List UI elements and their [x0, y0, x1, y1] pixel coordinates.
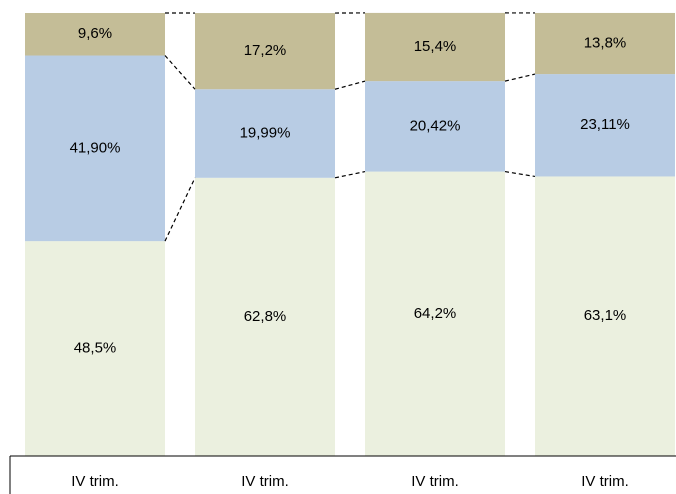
- bar-segment: [535, 12, 675, 75]
- x-tick-label: IV trim.: [411, 473, 459, 490]
- bar-segment: [25, 55, 165, 242]
- bar-segment: [25, 13, 165, 56]
- bar-segment: [195, 89, 335, 178]
- data-label: 63,1%: [584, 307, 627, 324]
- x-tick-label: IV trim.: [71, 473, 119, 490]
- connector-line: [504, 171, 536, 178]
- connector-line: [164, 55, 196, 90]
- connector-line: [504, 73, 536, 82]
- bar-segment: [25, 241, 165, 456]
- connector-line: [334, 80, 366, 90]
- bar-segment: [365, 12, 505, 82]
- data-label: 64,2%: [414, 305, 457, 322]
- data-label: 19,99%: [240, 124, 291, 141]
- data-label: 13,8%: [584, 34, 627, 51]
- data-label: 23,11%: [580, 116, 630, 133]
- bar-segment: [535, 176, 675, 457]
- x-tick-label: IV trim.: [241, 473, 289, 490]
- bar-segment: [535, 74, 675, 177]
- data-label: 20,42%: [410, 117, 461, 134]
- bar-segment: [365, 81, 505, 172]
- bar-segment: [365, 171, 505, 456]
- bar-segment: [195, 13, 335, 90]
- x-tick-label: IV trim.: [581, 473, 629, 490]
- bar-segment: [195, 177, 335, 456]
- data-label: 62,8%: [244, 308, 287, 325]
- data-label: 41,90%: [70, 139, 121, 156]
- connector-line: [334, 171, 366, 179]
- data-label: 9,6%: [78, 25, 112, 42]
- data-label: 15,4%: [414, 38, 457, 55]
- data-label: 48,5%: [74, 340, 117, 357]
- connector-line: [164, 177, 196, 242]
- data-label: 17,2%: [244, 42, 287, 59]
